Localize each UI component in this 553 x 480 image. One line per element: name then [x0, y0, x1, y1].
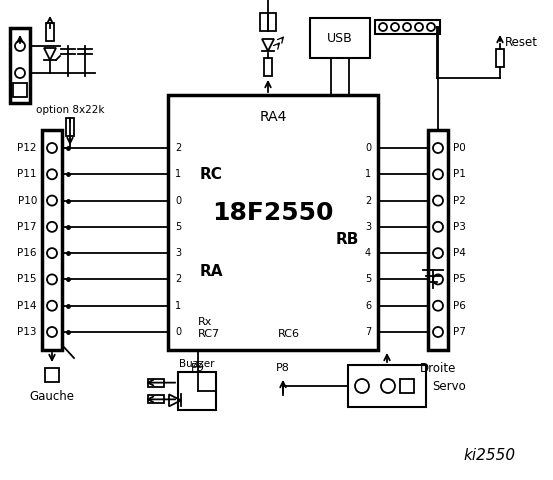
Text: Rx: Rx	[198, 317, 212, 327]
Text: 1: 1	[175, 169, 181, 180]
Bar	[46, 23, 54, 41]
Text: P4: P4	[453, 248, 466, 258]
Text: USB: USB	[327, 32, 353, 45]
Text: P3: P3	[453, 222, 466, 232]
Text: P15: P15	[18, 275, 37, 285]
Text: P9: P9	[191, 363, 205, 373]
Text: 3: 3	[365, 222, 371, 232]
Text: 6: 6	[365, 300, 371, 311]
Text: Gauche: Gauche	[29, 389, 75, 403]
Text: P7: P7	[453, 327, 466, 337]
Text: Servo: Servo	[432, 380, 466, 393]
Text: 2: 2	[365, 195, 371, 205]
Bar	[10, 28, 30, 103]
Text: 2: 2	[175, 143, 181, 153]
Text: 5: 5	[365, 275, 371, 285]
Text: RC7: RC7	[198, 329, 220, 339]
Bar	[13, 83, 27, 97]
Text: Buzzer: Buzzer	[179, 359, 215, 369]
Bar	[45, 368, 59, 382]
Text: 4: 4	[365, 248, 371, 258]
Text: P8: P8	[276, 363, 290, 373]
Text: P12: P12	[18, 143, 37, 153]
Text: P5: P5	[453, 275, 466, 285]
Text: 2: 2	[175, 275, 181, 285]
Text: option 8x22k: option 8x22k	[36, 105, 105, 115]
Text: 3: 3	[175, 248, 181, 258]
Bar	[148, 396, 164, 403]
Bar	[348, 365, 426, 407]
Bar	[260, 13, 276, 31]
Text: P2: P2	[453, 195, 466, 205]
Text: 1: 1	[175, 300, 181, 311]
Text: P0: P0	[453, 143, 466, 153]
Text: RA: RA	[200, 264, 223, 279]
Text: P11: P11	[18, 169, 37, 180]
Text: ki2550: ki2550	[464, 447, 516, 463]
Text: RC: RC	[200, 167, 223, 182]
Bar	[42, 130, 62, 350]
Bar	[375, 20, 440, 34]
Bar	[264, 58, 272, 76]
Bar	[148, 379, 164, 387]
Text: RA4: RA4	[259, 110, 286, 124]
Bar	[310, 18, 370, 58]
Bar	[496, 49, 504, 67]
Text: P10: P10	[18, 195, 37, 205]
Text: P14: P14	[18, 300, 37, 311]
Text: 0: 0	[175, 327, 181, 337]
Text: P1: P1	[453, 169, 466, 180]
Text: P13: P13	[18, 327, 37, 337]
Bar	[178, 372, 216, 410]
Text: 7: 7	[365, 327, 371, 337]
Text: P6: P6	[453, 300, 466, 311]
Bar	[66, 118, 74, 136]
Bar	[428, 130, 448, 350]
Bar	[400, 379, 414, 393]
Text: Reset: Reset	[505, 36, 538, 49]
Text: RB: RB	[336, 232, 359, 248]
Text: 5: 5	[175, 222, 181, 232]
Text: 0: 0	[365, 143, 371, 153]
Bar	[168, 95, 378, 350]
Text: 0: 0	[175, 195, 181, 205]
Text: RC6: RC6	[278, 329, 300, 339]
Text: P17: P17	[18, 222, 37, 232]
Text: 1: 1	[365, 169, 371, 180]
Text: P16: P16	[18, 248, 37, 258]
Text: 18F2550: 18F2550	[212, 201, 334, 225]
Text: Droite: Droite	[420, 361, 456, 374]
